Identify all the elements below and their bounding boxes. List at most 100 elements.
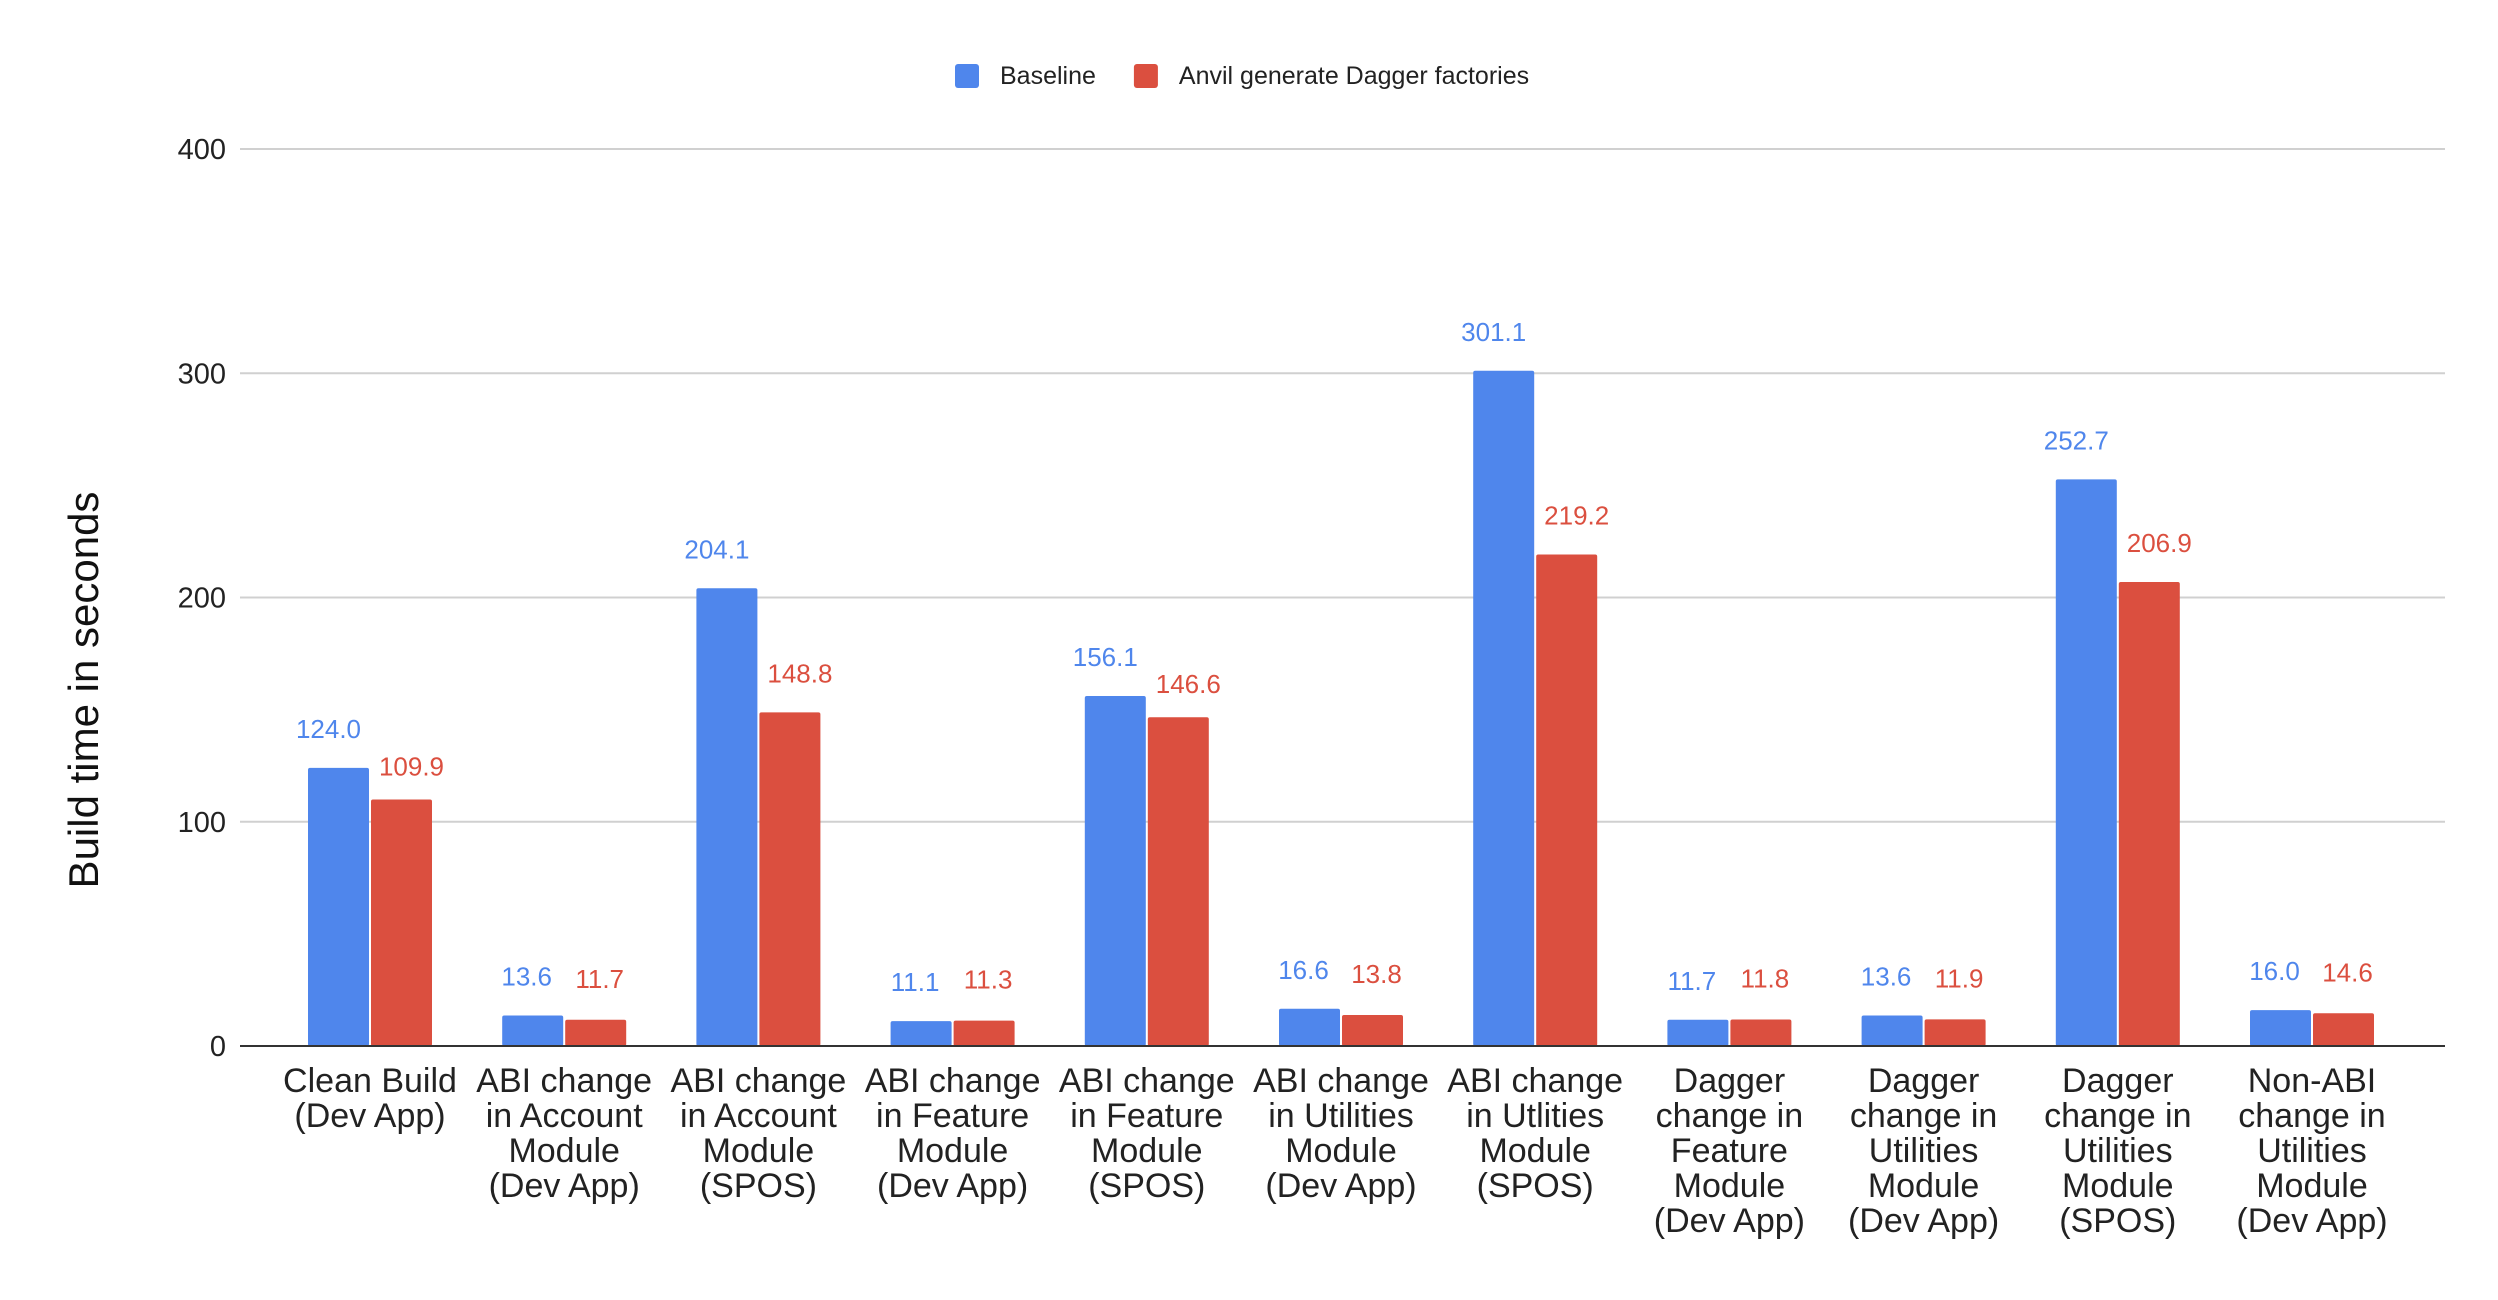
data-label: 16.6 <box>1278 955 1329 985</box>
x-tick-label: ABI change in Account Module (SPOS) <box>671 1062 847 1205</box>
x-tick-label-line: ABI change <box>1059 1062 1235 1100</box>
data-label: 13.6 <box>1861 962 1912 992</box>
bars <box>308 370 2374 1046</box>
x-tick-label-line: Module <box>508 1132 620 1170</box>
x-tick-label-line: Utilities <box>2257 1132 2367 1170</box>
x-tick-label-line: change in <box>2238 1097 2385 1135</box>
bar-anvil <box>1147 717 1209 1046</box>
x-tick-label: Dagger change in Utilities Module (Dev App) <box>1848 1062 1999 1240</box>
legend-label: Baseline <box>1000 62 1096 90</box>
x-tick-label-line: (Dev App) <box>489 1167 640 1205</box>
bar-anvil <box>2118 582 2180 1046</box>
bar-baseline <box>1861 1015 1923 1046</box>
data-labels: 124.0 109.9 13.6 11.7 204.1 148.8 11.1 11.3 156.… <box>296 317 2373 997</box>
x-tick-label-line: Feature <box>1671 1132 1788 1170</box>
x-tick-label-line: Module <box>1674 1167 1786 1205</box>
data-label: 13.8 <box>1351 959 1402 989</box>
x-tick-label-line: in Utilities <box>1268 1097 1413 1135</box>
x-tick-label-line: in Utlities <box>1466 1097 1604 1135</box>
bar-anvil <box>2313 1013 2374 1046</box>
bar-anvil <box>759 712 821 1046</box>
x-tick-label-line: ABI change <box>476 1062 652 1100</box>
data-label: 252.7 <box>2044 425 2109 455</box>
x-tick-label-line: (SPOS) <box>1088 1167 1205 1205</box>
x-tick-label-line: in Feature <box>1070 1097 1223 1135</box>
x-tick-label: ABI change in Feature Module (SPOS) <box>1059 1062 1235 1205</box>
data-label: 301.1 <box>1461 317 1526 347</box>
bar-baseline <box>2250 1010 2311 1046</box>
legend[interactable]: Baseline Anvil generate Dagger factories <box>955 62 1529 90</box>
bar-baseline <box>1084 695 1146 1046</box>
x-tick-label-line: (SPOS) <box>1477 1167 1594 1205</box>
x-tick-label-line: (Dev App) <box>1848 1202 1999 1240</box>
data-label: 156.1 <box>1073 642 1138 672</box>
y-tick-label: 200 <box>178 583 226 615</box>
x-tick-label-line: Module <box>2062 1167 2174 1205</box>
data-label: 219.2 <box>1544 500 1609 530</box>
bar-baseline <box>502 1015 564 1046</box>
data-label: 14.6 <box>2322 957 2373 987</box>
bar-baseline <box>1667 1019 1729 1046</box>
x-tick-label-line: ABI change <box>865 1062 1041 1100</box>
bar-baseline <box>890 1021 952 1046</box>
x-tick-label-line: Utilities <box>1869 1132 1979 1170</box>
x-tick-label: ABI change in Account Module (Dev App) <box>476 1062 652 1205</box>
x-tick-label-line: (SPOS) <box>700 1167 817 1205</box>
data-label: 204.1 <box>684 534 749 564</box>
y-tick-label: 100 <box>178 807 226 839</box>
x-tick-label-line: ABI change <box>1253 1062 1429 1100</box>
x-tick-label-line: (Dev App) <box>1654 1202 1805 1240</box>
x-tick-label: ABI change in Utilities Module (Dev App) <box>1253 1062 1429 1205</box>
legend-label: Anvil generate Dagger factories <box>1179 62 1529 90</box>
data-label: 11.7 <box>1668 966 1717 996</box>
x-tick-label-line: (Dev App) <box>2236 1202 2387 1240</box>
x-tick-label: Dagger change in Utilities Module (SPOS) <box>2044 1062 2191 1240</box>
data-label: 16.0 <box>2249 956 2300 986</box>
x-tick-label-line: Module <box>897 1132 1009 1170</box>
bar-anvil <box>1536 554 1598 1046</box>
x-tick-label-line: change in <box>2044 1097 2191 1135</box>
data-label: 146.6 <box>1156 669 1221 699</box>
x-tick-label: ABI change in Feature Module (Dev App) <box>865 1062 1041 1205</box>
x-tick-label-line: Module <box>2256 1167 2368 1205</box>
x-tick-label-line: Module <box>1479 1132 1591 1170</box>
x-tick-label-line: Dagger <box>1674 1062 1786 1100</box>
bar-anvil <box>1730 1019 1792 1046</box>
bar-anvil <box>371 799 432 1046</box>
y-axis-ticks: 0 100 200 300 400 <box>178 134 226 1063</box>
x-tick-label-line: change in <box>1656 1097 1803 1135</box>
data-label: 11.1 <box>891 967 940 997</box>
data-label: 124.0 <box>296 714 361 744</box>
bar-baseline <box>308 767 369 1046</box>
legend-swatch-anvil <box>1133 64 1158 88</box>
x-tick-label-line: Dagger <box>2062 1062 2174 1100</box>
x-tick-label-line: Module <box>1868 1167 1980 1205</box>
y-tick-label: 400 <box>178 134 226 166</box>
x-tick-label-line: (SPOS) <box>2059 1202 2176 1240</box>
data-label: 11.7 <box>575 964 624 994</box>
x-tick-label-line: in Account <box>680 1097 837 1135</box>
x-tick-label-line: Clean Build <box>283 1062 457 1100</box>
x-tick-label-line: (Dev App) <box>294 1097 445 1135</box>
x-tick-label-line: Module <box>703 1132 815 1170</box>
y-tick-label: 300 <box>178 358 226 390</box>
bar-baseline <box>1473 370 1535 1046</box>
bar-baseline <box>1279 1008 1340 1046</box>
bar-anvil <box>1342 1015 1403 1046</box>
x-tick-label-line: ABI change <box>671 1062 847 1100</box>
x-tick-label-line: Module <box>1285 1132 1397 1170</box>
x-tick-label-line: change in <box>1850 1097 1997 1135</box>
x-tick-label: Clean Build (Dev App) <box>283 1062 457 1135</box>
data-label: 148.8 <box>767 658 832 688</box>
data-label: 109.9 <box>379 752 444 782</box>
x-tick-label: ABI change in Utlities Module (SPOS) <box>1447 1062 1623 1205</box>
bar-anvil <box>1924 1019 1986 1046</box>
y-axis-title: Build time in seconds <box>60 492 107 889</box>
data-label: 11.8 <box>1741 964 1790 994</box>
bar-baseline <box>2055 479 2117 1046</box>
bar-anvil <box>565 1019 627 1046</box>
y-tick-label: 0 <box>210 1031 226 1063</box>
data-label: 11.9 <box>1935 963 1984 993</box>
bar-anvil <box>953 1020 1015 1046</box>
